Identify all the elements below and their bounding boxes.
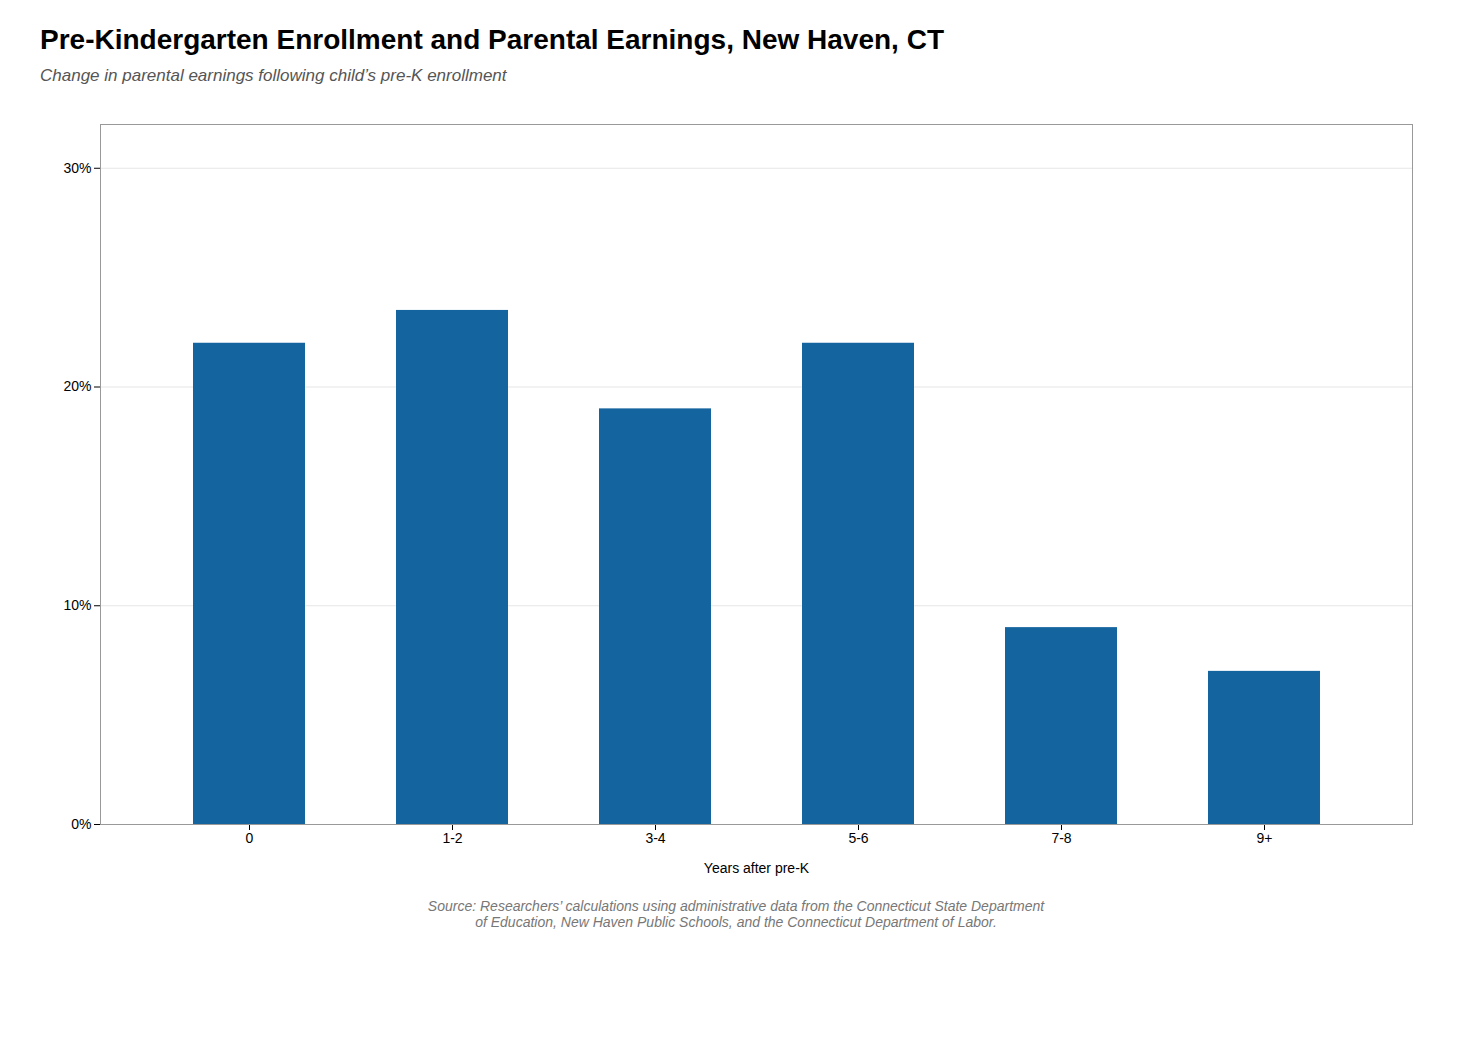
svg-text:3-4: 3-4 [645, 830, 665, 846]
svg-text:7-8: 7-8 [1051, 830, 1071, 846]
svg-text:10%: 10% [63, 597, 91, 613]
svg-text:30%: 30% [63, 160, 91, 176]
svg-text:9+: 9+ [1257, 830, 1273, 846]
html-text:Source: Researchers’ calculati: Source: Researchers’ calculations using … [427, 898, 1045, 930]
svg-text:1-2: 1-2 [442, 830, 462, 846]
svg-text:0%: 0% [71, 816, 91, 832]
svg-text:20%: 20% [63, 378, 91, 394]
svg-text:Years after pre-K: Years after pre-K [704, 860, 810, 876]
html-text:Pre-Kindergarten Enrollment an: Pre-Kindergarten Enrollment and Parental… [40, 24, 944, 55]
html-text:Change in parental earnings fo: Change in parental earnings following ch… [40, 66, 507, 85]
svg-text:5-6: 5-6 [848, 830, 868, 846]
svg-text:0: 0 [246, 830, 254, 846]
